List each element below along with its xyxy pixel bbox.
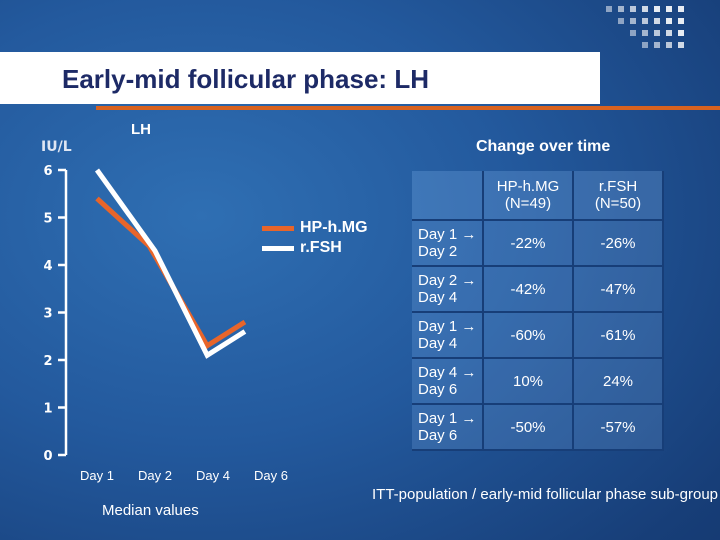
x-tick-label: Day 4 — [196, 468, 230, 483]
legend-swatch-rfsh — [262, 245, 294, 251]
x-tick-label: Day 1 — [80, 468, 114, 483]
row-label: Day 1 → Day 2 — [412, 221, 484, 267]
cell-rfsh: -26% — [574, 221, 664, 267]
y-tick-label: 4 — [43, 259, 52, 274]
y-tick-label: 1 — [43, 402, 52, 417]
legend-label-rfsh: r.FSH — [300, 239, 342, 256]
legend-item-rfsh: r.FSH — [262, 238, 368, 258]
y-axis-unit: IU/L — [41, 139, 72, 155]
slide-title: Early-mid follicular phase: LH — [62, 64, 429, 94]
chart-title: LH — [131, 121, 151, 138]
accent-line — [96, 106, 720, 110]
lh-line-chart: 0 1 2 3 4 5 6 Day 1 Day 2 Day 4 Day 6 — [43, 164, 288, 483]
table-title: Change over time — [476, 138, 611, 155]
chart-legend: HP-h.MG r.FSH — [262, 218, 368, 258]
cell-rfsh: 24% — [574, 359, 664, 405]
legend-label-hp-hmg: HP-h.MG — [300, 219, 368, 236]
series-line-r-fsh — [94, 168, 247, 359]
legend-swatch-hp-hmg — [262, 225, 294, 231]
y-tick-label: 0 — [43, 449, 52, 464]
y-tick-label: 3 — [43, 307, 52, 322]
table-row: Day 1 → Day 6 -50% -57% — [412, 405, 664, 451]
y-tick-label: 6 — [43, 164, 52, 179]
title-bar — [0, 52, 600, 104]
row-label: Day 1 → Day 6 — [412, 405, 484, 451]
column-header-hp-hmg: HP-h.MG (N=49) — [484, 171, 574, 221]
cell-hp-hmg: -50% — [484, 405, 574, 451]
cell-rfsh: -57% — [574, 405, 664, 451]
chart-caption: Median values — [102, 502, 199, 519]
cell-hp-hmg: -22% — [484, 221, 574, 267]
cell-rfsh: -61% — [574, 313, 664, 359]
column-header-rfsh: r.FSH (N=50) — [574, 171, 664, 221]
row-label: Day 2 → Day 4 — [412, 267, 484, 313]
y-tick-label: 5 — [43, 212, 52, 227]
table-row: Day 2 → Day 4 -42% -47% — [412, 267, 664, 313]
series-line-hp-h-mg — [95, 196, 247, 350]
change-table: HP-h.MG (N=49) r.FSH (N=50) Day 1 → Day 2 -… — [412, 171, 664, 451]
cell-hp-hmg: 10% — [484, 359, 574, 405]
x-tick-label: Day 2 — [138, 468, 172, 483]
table-row: Day 1 → Day 4 -60% -61% — [412, 313, 664, 359]
cell-hp-hmg: -60% — [484, 313, 574, 359]
row-label: Day 4 → Day 6 — [412, 359, 484, 405]
table-footnote: ITT-population / early-mid follicular ph… — [372, 486, 719, 503]
table-row: Day 1 → Day 2 -22% -26% — [412, 221, 664, 267]
legend-item-hp-hmg: HP-h.MG — [262, 218, 368, 238]
table-corner-cell — [412, 171, 484, 221]
row-label: Day 1 → Day 4 — [412, 313, 484, 359]
table-row: Day 4 → Day 6 10% 24% — [412, 359, 664, 405]
cell-hp-hmg: -42% — [484, 267, 574, 313]
cell-rfsh: -47% — [574, 267, 664, 313]
table-header-row: HP-h.MG (N=49) r.FSH (N=50) — [412, 171, 664, 221]
x-tick-label: Day 6 — [254, 468, 288, 483]
y-tick-label: 2 — [43, 354, 52, 369]
